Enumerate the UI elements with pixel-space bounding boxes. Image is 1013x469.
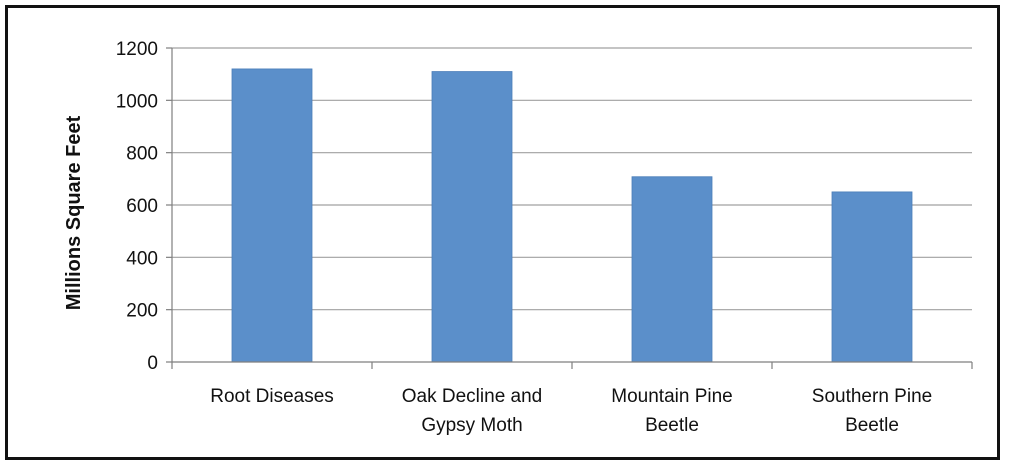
x-tick-label: Mountain Pine Beetle: [611, 386, 732, 436]
axes: [166, 47, 973, 369]
bar: [631, 176, 713, 363]
y-tick-label: 1200: [116, 39, 158, 60]
y-tick-label: 400: [126, 248, 158, 269]
bar: [231, 68, 313, 363]
x-tick-label: Southern Pine Beetle: [812, 386, 932, 436]
bars: [231, 68, 913, 363]
y-tick-label: 200: [126, 301, 158, 322]
y-tick-label: 800: [126, 144, 158, 165]
x-tick-label-line: Beetle: [845, 415, 899, 436]
y-tick-label: 600: [126, 196, 158, 217]
y-tick-label: 1000: [116, 91, 158, 112]
x-tick-label-line: Mountain Pine: [611, 386, 732, 407]
x-tick-label-line: Oak Decline and: [402, 386, 542, 407]
x-tick-label: Oak Decline and Gypsy Moth: [402, 386, 542, 436]
bar: [431, 71, 513, 363]
y-axis-title: Millions Square Feet: [63, 115, 85, 310]
x-tick-label-line: Southern Pine: [812, 386, 932, 407]
x-tick-label-line: Root Diseases: [210, 386, 334, 407]
y-tick-label: 0: [147, 353, 158, 374]
labels: 0 200 400 600 800 1000 1200 Root Diseases Oak De…: [116, 39, 932, 436]
x-tick-label-line: Beetle: [645, 415, 699, 436]
bar: [831, 191, 913, 363]
x-tick-label-line: Gypsy Moth: [421, 415, 522, 436]
x-tick-label: Root Diseases: [210, 386, 334, 407]
